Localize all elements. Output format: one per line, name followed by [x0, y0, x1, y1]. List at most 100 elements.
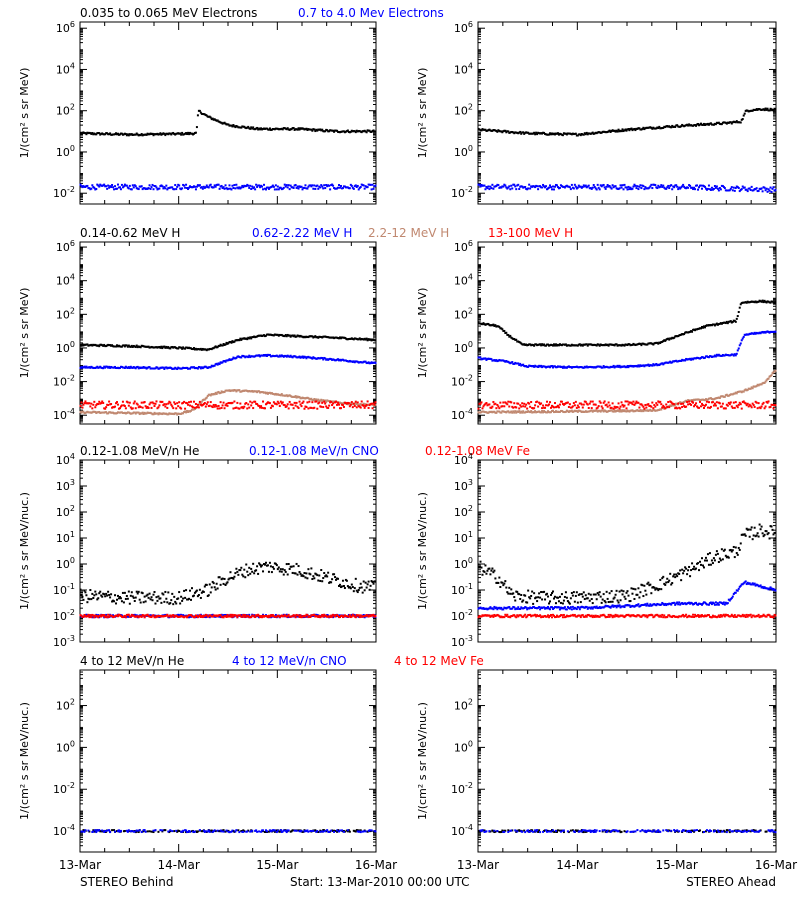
- data-point: [118, 186, 121, 189]
- data-point: [223, 407, 226, 410]
- data-point: [731, 320, 734, 323]
- data-point: [724, 322, 727, 325]
- data-point: [354, 400, 357, 403]
- data-point: [259, 563, 262, 566]
- data-point: [513, 402, 516, 405]
- data-point: [179, 132, 182, 135]
- y-tick-label: 101: [56, 530, 75, 545]
- data-point: [325, 574, 328, 577]
- data-point: [276, 568, 279, 571]
- data-point: [139, 406, 142, 409]
- data-point: [182, 412, 185, 415]
- data-point: [659, 185, 662, 188]
- data-point: [328, 184, 331, 187]
- data-point: [513, 411, 516, 414]
- data-point: [503, 329, 506, 332]
- data-point: [609, 186, 612, 189]
- data-point: [558, 403, 561, 406]
- data-point: [231, 184, 234, 187]
- data-point: [627, 128, 630, 131]
- data-point: [763, 186, 766, 189]
- data-point: [126, 597, 129, 600]
- data-point: [717, 189, 720, 192]
- data-point: [659, 342, 662, 345]
- data-point: [187, 403, 190, 406]
- data-point: [611, 184, 614, 187]
- data-point: [245, 402, 248, 405]
- data-point: [631, 187, 634, 190]
- data-point: [643, 188, 646, 191]
- data-point: [316, 407, 319, 410]
- data-point: [720, 405, 723, 408]
- data-point: [287, 184, 290, 187]
- data-point: [693, 186, 696, 189]
- data-point: [244, 576, 247, 579]
- data-point: [214, 403, 217, 406]
- data-point: [212, 186, 215, 189]
- data-point: [721, 184, 724, 187]
- data-point: [248, 337, 251, 340]
- data-point: [600, 405, 603, 408]
- data-point: [498, 325, 501, 328]
- data-point: [523, 402, 526, 405]
- data-point: [227, 342, 230, 345]
- data-point: [695, 124, 698, 127]
- data-point: [285, 355, 288, 358]
- data-point: [190, 587, 193, 590]
- data-point: [307, 185, 310, 188]
- data-point: [741, 185, 744, 188]
- data-point: [481, 407, 484, 410]
- data-point: [547, 410, 550, 413]
- data-point: [163, 403, 166, 406]
- data-point: [280, 402, 283, 405]
- data-point: [129, 406, 132, 409]
- data-point: [321, 128, 324, 131]
- y-tick-base: 10: [451, 409, 465, 422]
- data-point: [329, 188, 332, 191]
- data-point: [187, 188, 190, 191]
- data-point: [134, 133, 137, 136]
- data-point: [195, 406, 198, 409]
- y-tick-base: 10: [56, 63, 70, 76]
- y-tick-base: 10: [56, 558, 70, 571]
- data-point: [729, 320, 732, 323]
- data-point: [306, 401, 309, 404]
- data-point: [280, 393, 283, 396]
- data-point: [542, 183, 545, 186]
- data-point: [222, 582, 225, 585]
- data-point: [576, 186, 579, 189]
- data-point: [183, 589, 186, 592]
- data-point: [233, 575, 236, 578]
- data-point: [742, 335, 745, 338]
- data-point: [128, 602, 131, 605]
- data-point: [626, 188, 629, 191]
- data-point: [86, 184, 89, 187]
- data-point: [683, 185, 686, 188]
- data-point: [160, 345, 163, 348]
- y-tick-label: 102: [56, 504, 75, 519]
- data-point: [88, 187, 91, 190]
- data-point: [533, 411, 536, 414]
- data-point: [297, 187, 300, 190]
- data-point: [599, 184, 602, 187]
- data-point: [730, 186, 733, 189]
- data-point: [555, 405, 558, 408]
- data-point: [346, 585, 349, 588]
- data-point: [275, 188, 278, 191]
- data-point: [504, 129, 507, 132]
- data-point: [617, 402, 620, 405]
- data-point: [235, 183, 238, 186]
- legend-label: 0.14-0.62 MeV H: [80, 226, 180, 240]
- data-point: [236, 401, 239, 404]
- data-point: [177, 347, 180, 350]
- data-point: [761, 190, 764, 193]
- data-point: [195, 589, 198, 592]
- data-point: [108, 365, 111, 368]
- data-point: [737, 403, 740, 406]
- data-point: [286, 573, 289, 576]
- data-point: [133, 400, 136, 403]
- data-point: [774, 188, 777, 191]
- data-point: [480, 129, 483, 132]
- data-point: [264, 334, 267, 337]
